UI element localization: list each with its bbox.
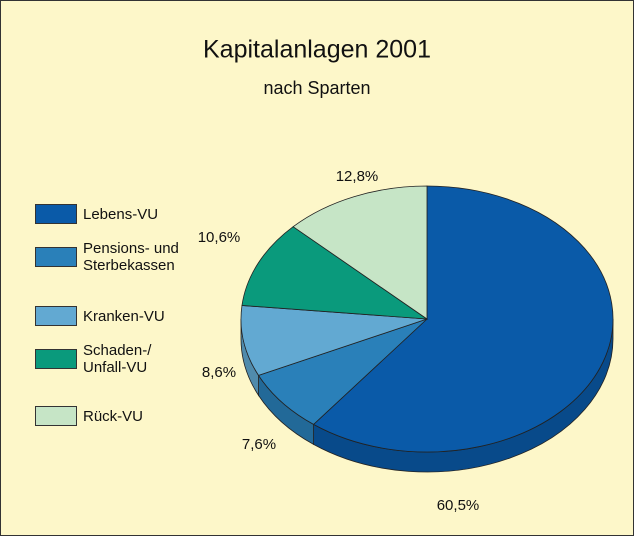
legend-item: Schaden-/ Unfall-VU xyxy=(35,342,163,376)
legend-label: Pensions- und Sterbekassen xyxy=(83,240,179,274)
pie-slice xyxy=(240,305,428,376)
legend-swatch xyxy=(35,204,77,224)
legend-swatch xyxy=(35,247,77,267)
legend-swatch xyxy=(35,306,77,326)
data-label: 7,6% xyxy=(242,436,276,453)
legend-item: Lebens-VU xyxy=(35,204,193,224)
legend-item: Pensions- und Sterbekassen xyxy=(35,240,183,274)
data-label: 12,8% xyxy=(336,168,379,185)
pie-slice xyxy=(292,185,428,320)
data-label: 10,6% xyxy=(198,229,241,246)
legend-label: Kranken-VU xyxy=(83,307,165,325)
chart-title: Kapitalanlagen 2001 xyxy=(203,36,431,64)
legend-swatch xyxy=(35,406,77,426)
legend-label: Schaden-/ Unfall-VU xyxy=(83,342,152,376)
pie-slice xyxy=(312,185,614,453)
chart-subtitle: nach Sparten xyxy=(263,78,370,98)
pie-slice xyxy=(241,226,429,320)
legend-item: Kranken-VU xyxy=(35,306,193,326)
legend-label: Lebens-VU xyxy=(83,205,159,223)
data-label: 60,5% xyxy=(437,497,480,514)
data-label: 8,6% xyxy=(202,364,236,381)
legend-label: Rück-VU xyxy=(83,407,144,425)
legend-swatch xyxy=(35,349,77,369)
legend-item: Rück-VU xyxy=(35,406,193,426)
